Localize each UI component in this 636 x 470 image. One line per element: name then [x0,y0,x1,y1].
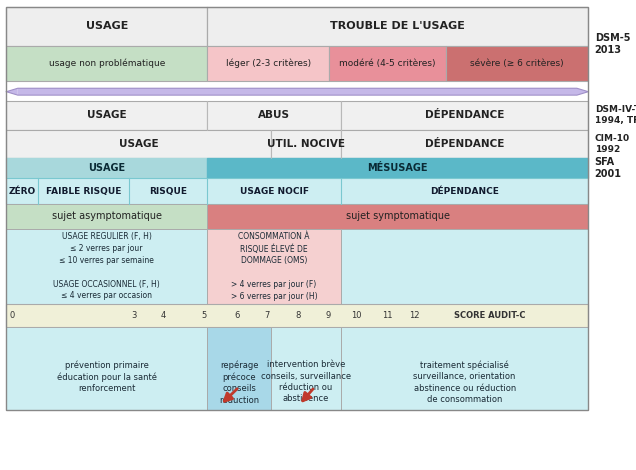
Text: USAGE: USAGE [86,21,128,31]
Text: 6: 6 [235,311,240,320]
Bar [329,46,446,81]
Bar [207,158,588,178]
Bar [6,204,207,229]
Text: MÉSUSAGE: MÉSUSAGE [368,163,428,173]
Text: TROUBLE DE L'USAGE: TROUBLE DE L'USAGE [330,21,465,31]
Bar [6,178,588,204]
Text: modéré (4-5 critères): modéré (4-5 critères) [339,59,436,68]
Bar [6,304,588,327]
Text: repérage
précoce
conseils
réduction: repérage précoce conseils réduction [219,360,259,405]
Text: 12: 12 [409,311,420,320]
Text: 9: 9 [325,311,331,320]
Text: intervention brève
conseils, surveillance
réduction ou
abstinence: intervention brève conseils, surveillanc… [261,360,351,403]
Text: CIM-10
1992: CIM-10 1992 [595,134,630,154]
Bar [6,7,588,410]
Text: ZÉRO: ZÉRO [9,187,36,196]
Bar [271,130,341,158]
Text: prévention primaire
éducation pour la santé
renforcement: prévention primaire éducation pour la sa… [57,360,156,393]
Bar [6,327,207,410]
Bar [207,204,588,229]
Bar [18,88,577,95]
Text: sévère (≥ 6 critères): sévère (≥ 6 critères) [470,59,564,68]
Bar [6,158,207,178]
Text: 3: 3 [132,311,137,320]
Text: DÉPENDANCE: DÉPENDANCE [425,110,504,120]
Text: léger (2-3 critères): léger (2-3 critères) [226,58,311,68]
Text: USAGE: USAGE [119,139,158,149]
Text: 4: 4 [160,311,166,320]
Text: traitement spécialisé
surveillance, orientation
abstinence ou réduction
de conso: traitement spécialisé surveillance, orie… [413,360,516,404]
Text: UTIL. NOCIVE: UTIL. NOCIVE [267,139,345,149]
Text: DÉPENDANCE: DÉPENDANCE [430,187,499,196]
Text: CONSOMMATION À
RISQUE ÉLEVÉ DE
DOMMAGE (OMS)

> 4 verres par jour (F)
> 6 verres: CONSOMMATION À RISQUE ÉLEVÉ DE DOMMAGE (… [231,232,317,301]
Text: 10: 10 [351,311,361,320]
Bar [207,101,341,130]
Bar [6,101,207,130]
Text: 7: 7 [265,311,270,320]
Bar [6,130,271,158]
Text: 5: 5 [202,311,207,320]
Text: DSM-5
2013: DSM-5 2013 [595,33,630,55]
Bar [341,130,588,158]
Bar [6,46,207,81]
Text: 8: 8 [295,311,300,320]
Text: SCORE AUDIT-C: SCORE AUDIT-C [453,311,525,320]
Text: DÉPENDANCE: DÉPENDANCE [425,139,504,149]
Text: USAGE REGULIER (F, H)
≤ 2 verres par jour
≤ 10 verres par semaine

USAGE OCCASIO: USAGE REGULIER (F, H) ≤ 2 verres par jou… [53,233,160,300]
Text: ABUS: ABUS [258,110,290,120]
Text: FAIBLE RISQUE: FAIBLE RISQUE [46,187,121,196]
Text: USAGE: USAGE [88,163,125,173]
Bar [271,327,341,410]
Text: usage non problématique: usage non problématique [48,58,165,68]
Bar [6,229,207,304]
Bar [207,229,341,304]
Bar [207,327,271,410]
Bar [6,7,207,46]
Bar [446,46,588,81]
Bar [341,229,588,304]
Text: DSM-IV-TR
1994, TR 2000: DSM-IV-TR 1994, TR 2000 [595,105,636,125]
Bar [341,327,588,410]
Polygon shape [6,88,18,95]
Bar [341,101,588,130]
Bar [207,46,329,81]
Text: USAGE NOCIF: USAGE NOCIF [240,187,308,196]
Text: 0: 0 [10,311,15,320]
Text: 11: 11 [382,311,392,320]
Text: USAGE: USAGE [87,110,127,120]
Text: RISQUE: RISQUE [149,187,187,196]
Text: sujet symptomatique: sujet symptomatique [346,212,450,221]
Text: SFA
2001: SFA 2001 [595,157,621,180]
Text: sujet asymptomatique: sujet asymptomatique [52,212,162,221]
Polygon shape [577,88,588,95]
Bar [207,7,588,46]
